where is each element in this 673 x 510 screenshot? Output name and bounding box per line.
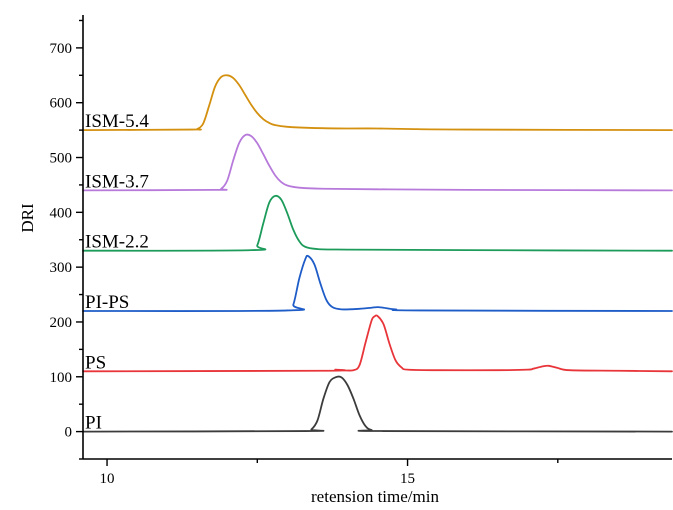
y-tick-label: 400 [50,205,73,221]
series-line-pi [82,375,673,433]
y-tick-label: 600 [50,96,73,112]
series-label-ism-2.2: ISM-2.2 [85,232,149,253]
series-line-pi-ps [82,254,673,313]
series-labels-layer: ISM-5.4 ISM-3.7 ISM-2.2 PI-PS PS PI [85,111,149,433]
x-axis-title: retension time/min [311,487,439,506]
x-tick-label: 10 [100,471,115,487]
y-tick-label: 700 [50,41,73,57]
series-label-pi: PI [85,413,102,434]
series-line-ism-2.2 [82,194,673,252]
series-line-ps [82,314,673,373]
y-tick-label: 500 [50,151,73,167]
y-ticks-layer: 0 100 200 300 400 500 600 700 [50,19,83,460]
series-label-ism-5.4: ISM-5.4 [85,111,149,132]
series-layer [82,74,673,433]
y-tick-label: 0 [65,425,73,441]
series-line-ism-3.7 [82,133,673,192]
x-tick-label: 15 [400,471,415,487]
y-tick-label: 300 [50,260,73,276]
series-line-ism-5.4 [82,74,673,132]
series-label-ps: PS [85,352,106,373]
y-axis-title: DRI [18,203,37,233]
series-label-pi-ps: PI-PS [85,292,129,313]
series-label-ism-3.7: ISM-3.7 [85,171,149,192]
y-tick-label: 100 [50,370,73,386]
x-ticks-layer: 10 15 [100,459,559,487]
y-tick-label: 200 [50,315,73,331]
plot-area: ISM-5.4 ISM-3.7 ISM-2.2 PI-PS PS PI 0 100 200 30… [50,15,673,487]
